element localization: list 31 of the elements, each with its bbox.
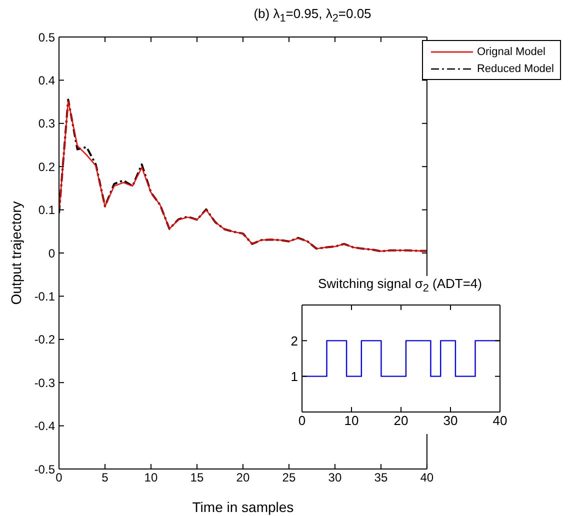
y-tick-label: 0.2 <box>38 160 56 174</box>
chart-title: (b) λ$_{1}$=0.95, λ$_{2}$=0.05 <box>252 6 372 25</box>
y-tick-label: 1 <box>290 368 298 384</box>
y-tick-label: -0.1 <box>34 289 56 304</box>
x-tick-label: 30 <box>443 413 458 428</box>
x-tick-label: 5 <box>102 470 109 485</box>
y-tick-label: -0.3 <box>34 376 56 390</box>
x-tick-label: 20 <box>394 413 408 428</box>
y-tick-label: -0.2 <box>34 332 56 347</box>
y-axis-title: Output trajectory <box>8 201 24 305</box>
x-tick-label: 40 <box>420 470 434 485</box>
y-tick-label: 0.3 <box>38 116 56 131</box>
y-tick-label: 0.4 <box>38 73 56 88</box>
x-tick-label: 10 <box>344 413 359 428</box>
y-tick-label: 0.5 <box>38 30 56 44</box>
y-tick-label: 0 <box>48 246 56 260</box>
legend-label: Reduced Model <box>476 62 554 74</box>
x-tick-label: 40 <box>492 413 508 428</box>
x-tick-label: 15 <box>190 470 204 485</box>
x-axis-title: Time in samples <box>192 499 294 515</box>
y-tick-label: 0.1 <box>38 203 56 218</box>
x-tick-label: 20 <box>236 470 250 485</box>
x-tick-label: 35 <box>374 470 388 485</box>
y-tick-label: -0.4 <box>34 419 56 434</box>
x-tick-label: 10 <box>144 470 158 485</box>
legend-label: Orignal Model <box>476 46 546 58</box>
y-tick-label: -0.5 <box>34 462 56 476</box>
y-tick-label: 2 <box>290 333 298 348</box>
chart-title: Switching signal σ$_{2}$ (ADT=4) <box>275 276 525 295</box>
x-tick-label: 25 <box>282 470 296 485</box>
x-tick-label: 30 <box>328 470 342 485</box>
